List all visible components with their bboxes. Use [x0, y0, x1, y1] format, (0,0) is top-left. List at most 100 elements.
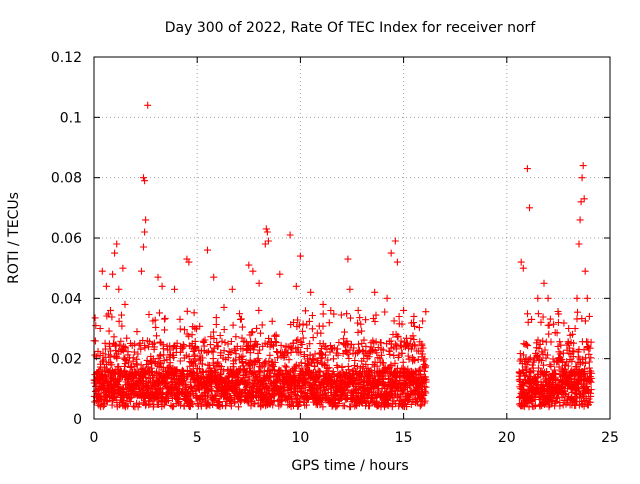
data-point — [248, 328, 256, 336]
data-point — [578, 315, 586, 323]
data-point — [153, 332, 160, 340]
data-point — [152, 323, 160, 331]
data-point — [172, 366, 180, 374]
data-point — [210, 334, 218, 342]
data-point — [530, 403, 538, 411]
data-point — [303, 345, 311, 352]
data-point — [405, 344, 412, 352]
data-point — [258, 321, 266, 329]
data-point — [575, 240, 583, 248]
data-point — [207, 333, 215, 341]
data-point — [191, 324, 199, 332]
data-point — [319, 300, 327, 308]
data-point — [561, 391, 569, 399]
data-point — [176, 315, 184, 323]
data-point — [251, 341, 259, 349]
data-point — [330, 310, 338, 318]
data-point — [519, 402, 527, 410]
data-point — [523, 165, 531, 173]
data-point — [410, 312, 418, 320]
data-point — [189, 400, 197, 408]
data-point — [257, 329, 264, 337]
y-axis-label: ROTI / TECUs — [6, 192, 22, 284]
data-point — [277, 341, 285, 349]
data-point — [308, 325, 316, 333]
data-point — [346, 285, 354, 293]
data-point — [420, 383, 428, 390]
data-point — [286, 231, 294, 239]
data-point — [355, 340, 362, 348]
data-point — [189, 347, 197, 355]
data-point — [319, 310, 327, 318]
data-point — [227, 338, 235, 345]
data-point — [547, 362, 555, 370]
data-point — [372, 311, 380, 319]
data-points — [90, 101, 595, 411]
data-point — [228, 285, 236, 293]
data-point — [115, 382, 122, 390]
data-point — [129, 354, 137, 362]
data-point — [115, 363, 123, 371]
data-point — [580, 402, 588, 410]
data-point — [345, 355, 353, 362]
data-point — [112, 342, 120, 350]
data-point — [145, 311, 153, 318]
data-point — [121, 300, 129, 308]
data-point — [107, 347, 115, 355]
data-point — [419, 350, 427, 358]
data-point — [276, 270, 284, 278]
data-point — [317, 398, 325, 406]
data-point — [526, 204, 533, 212]
data-point — [534, 310, 542, 318]
data-point — [335, 339, 343, 346]
data-point — [549, 355, 557, 363]
data-point — [517, 258, 525, 266]
data-point — [131, 340, 139, 348]
data-point — [230, 360, 238, 368]
data-point — [115, 341, 123, 349]
data-point — [341, 328, 348, 336]
data-point — [212, 394, 220, 402]
data-point — [583, 343, 591, 351]
data-point — [327, 307, 335, 314]
data-point — [534, 336, 542, 344]
data-point — [383, 294, 391, 302]
data-point — [156, 358, 164, 366]
data-point — [528, 315, 536, 323]
data-point — [587, 386, 595, 394]
grid-lines — [94, 57, 610, 419]
data-point — [141, 228, 149, 236]
data-point — [118, 322, 126, 330]
data-point — [299, 320, 307, 328]
data-point — [265, 334, 273, 342]
data-point — [104, 310, 112, 318]
data-point — [393, 258, 401, 266]
data-point — [272, 332, 280, 340]
data-point — [108, 313, 116, 321]
x-tick-label: 5 — [193, 430, 202, 446]
data-point — [415, 324, 423, 332]
data-point — [337, 311, 345, 319]
data-point — [294, 343, 302, 351]
data-point — [297, 348, 305, 356]
data-point — [227, 349, 235, 356]
data-point — [541, 346, 549, 354]
data-point — [91, 314, 99, 322]
x-tick-label: 15 — [395, 430, 413, 446]
data-point — [264, 237, 272, 245]
data-point — [330, 355, 337, 363]
data-point — [94, 347, 102, 355]
data-point — [268, 341, 276, 349]
data-point — [363, 392, 371, 400]
data-point — [255, 306, 263, 314]
data-point — [422, 378, 430, 386]
data-point — [560, 319, 568, 327]
data-point — [306, 340, 314, 348]
data-point — [587, 354, 595, 362]
data-point — [138, 267, 145, 275]
data-point — [539, 337, 547, 345]
data-point — [96, 325, 104, 332]
data-point — [360, 336, 368, 344]
data-point — [540, 279, 548, 287]
